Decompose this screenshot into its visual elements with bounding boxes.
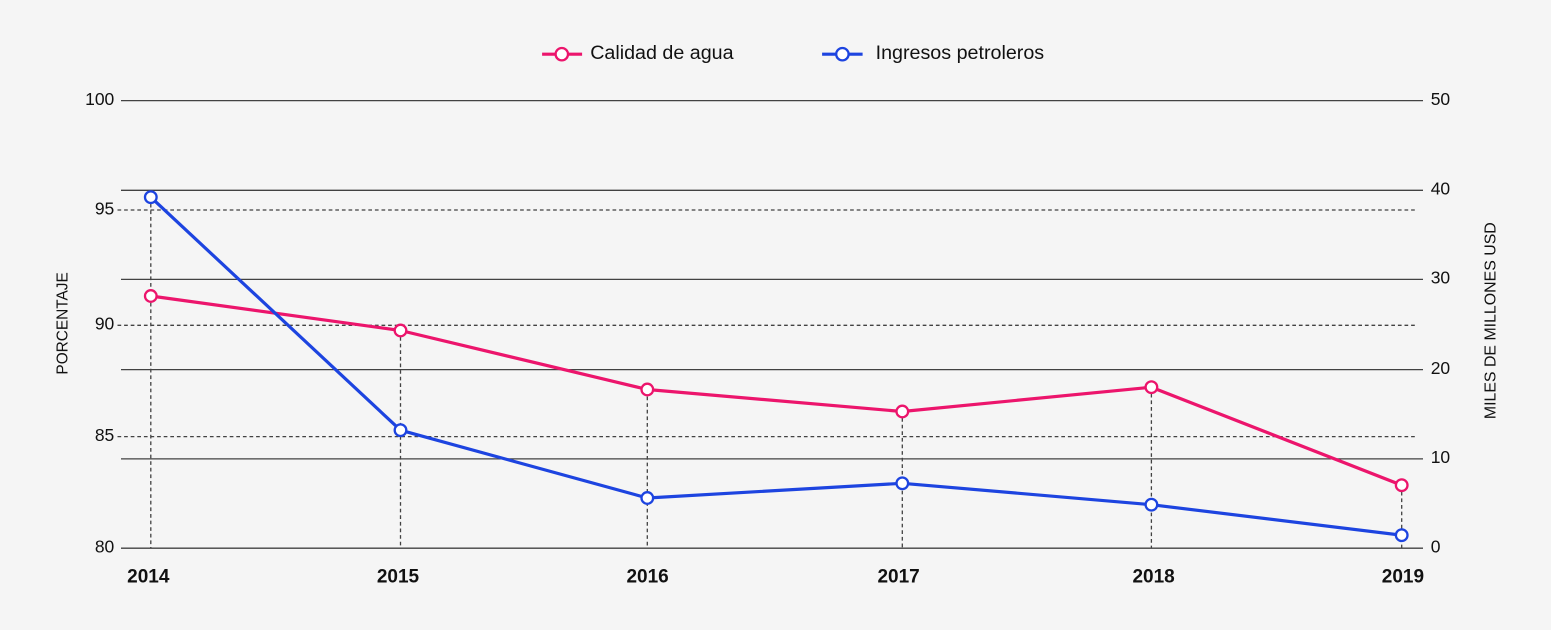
svg-text:2015: 2015 xyxy=(377,566,420,587)
svg-text:20: 20 xyxy=(1431,358,1451,378)
svg-text:85: 85 xyxy=(95,425,114,445)
svg-text:Calidad de agua: Calidad de agua xyxy=(590,42,733,64)
svg-text:40: 40 xyxy=(1431,179,1451,199)
svg-text:100: 100 xyxy=(85,89,114,109)
svg-text:MILES DE MILLONES USD: MILES DE MILLONES USD xyxy=(1483,222,1500,419)
svg-text:2017: 2017 xyxy=(877,566,919,587)
svg-text:0: 0 xyxy=(1431,537,1441,557)
svg-text:90: 90 xyxy=(95,314,115,334)
svg-text:30: 30 xyxy=(1431,268,1451,288)
svg-text:2014: 2014 xyxy=(127,566,170,587)
svg-text:95: 95 xyxy=(95,198,114,218)
svg-text:Ingresos petroleros: Ingresos petroleros xyxy=(876,42,1045,64)
svg-text:80: 80 xyxy=(95,537,115,557)
svg-text:2019: 2019 xyxy=(1382,566,1424,587)
svg-text:50: 50 xyxy=(1431,89,1451,109)
svg-text:2016: 2016 xyxy=(626,566,668,587)
svg-text:PORCENTAJE: PORCENTAJE xyxy=(55,272,72,374)
svg-text:10: 10 xyxy=(1431,447,1451,467)
svg-text:2018: 2018 xyxy=(1132,566,1174,587)
